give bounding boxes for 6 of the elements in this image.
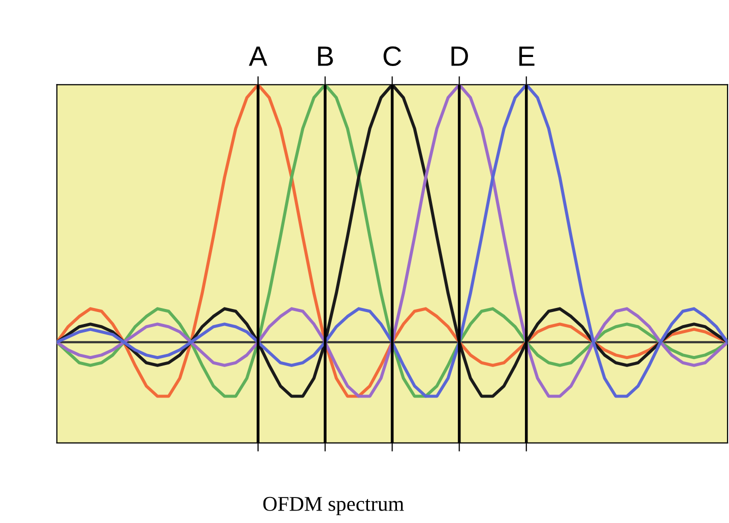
x-tick-label: D	[452, 46, 468, 66]
text: OFDM spectrum	[263, 496, 404, 516]
x-tick-label: C	[384, 46, 402, 66]
x-tick-label: A	[248, 46, 268, 66]
x-tick-label: B	[318, 46, 333, 66]
x-tick-label: E	[519, 46, 534, 66]
